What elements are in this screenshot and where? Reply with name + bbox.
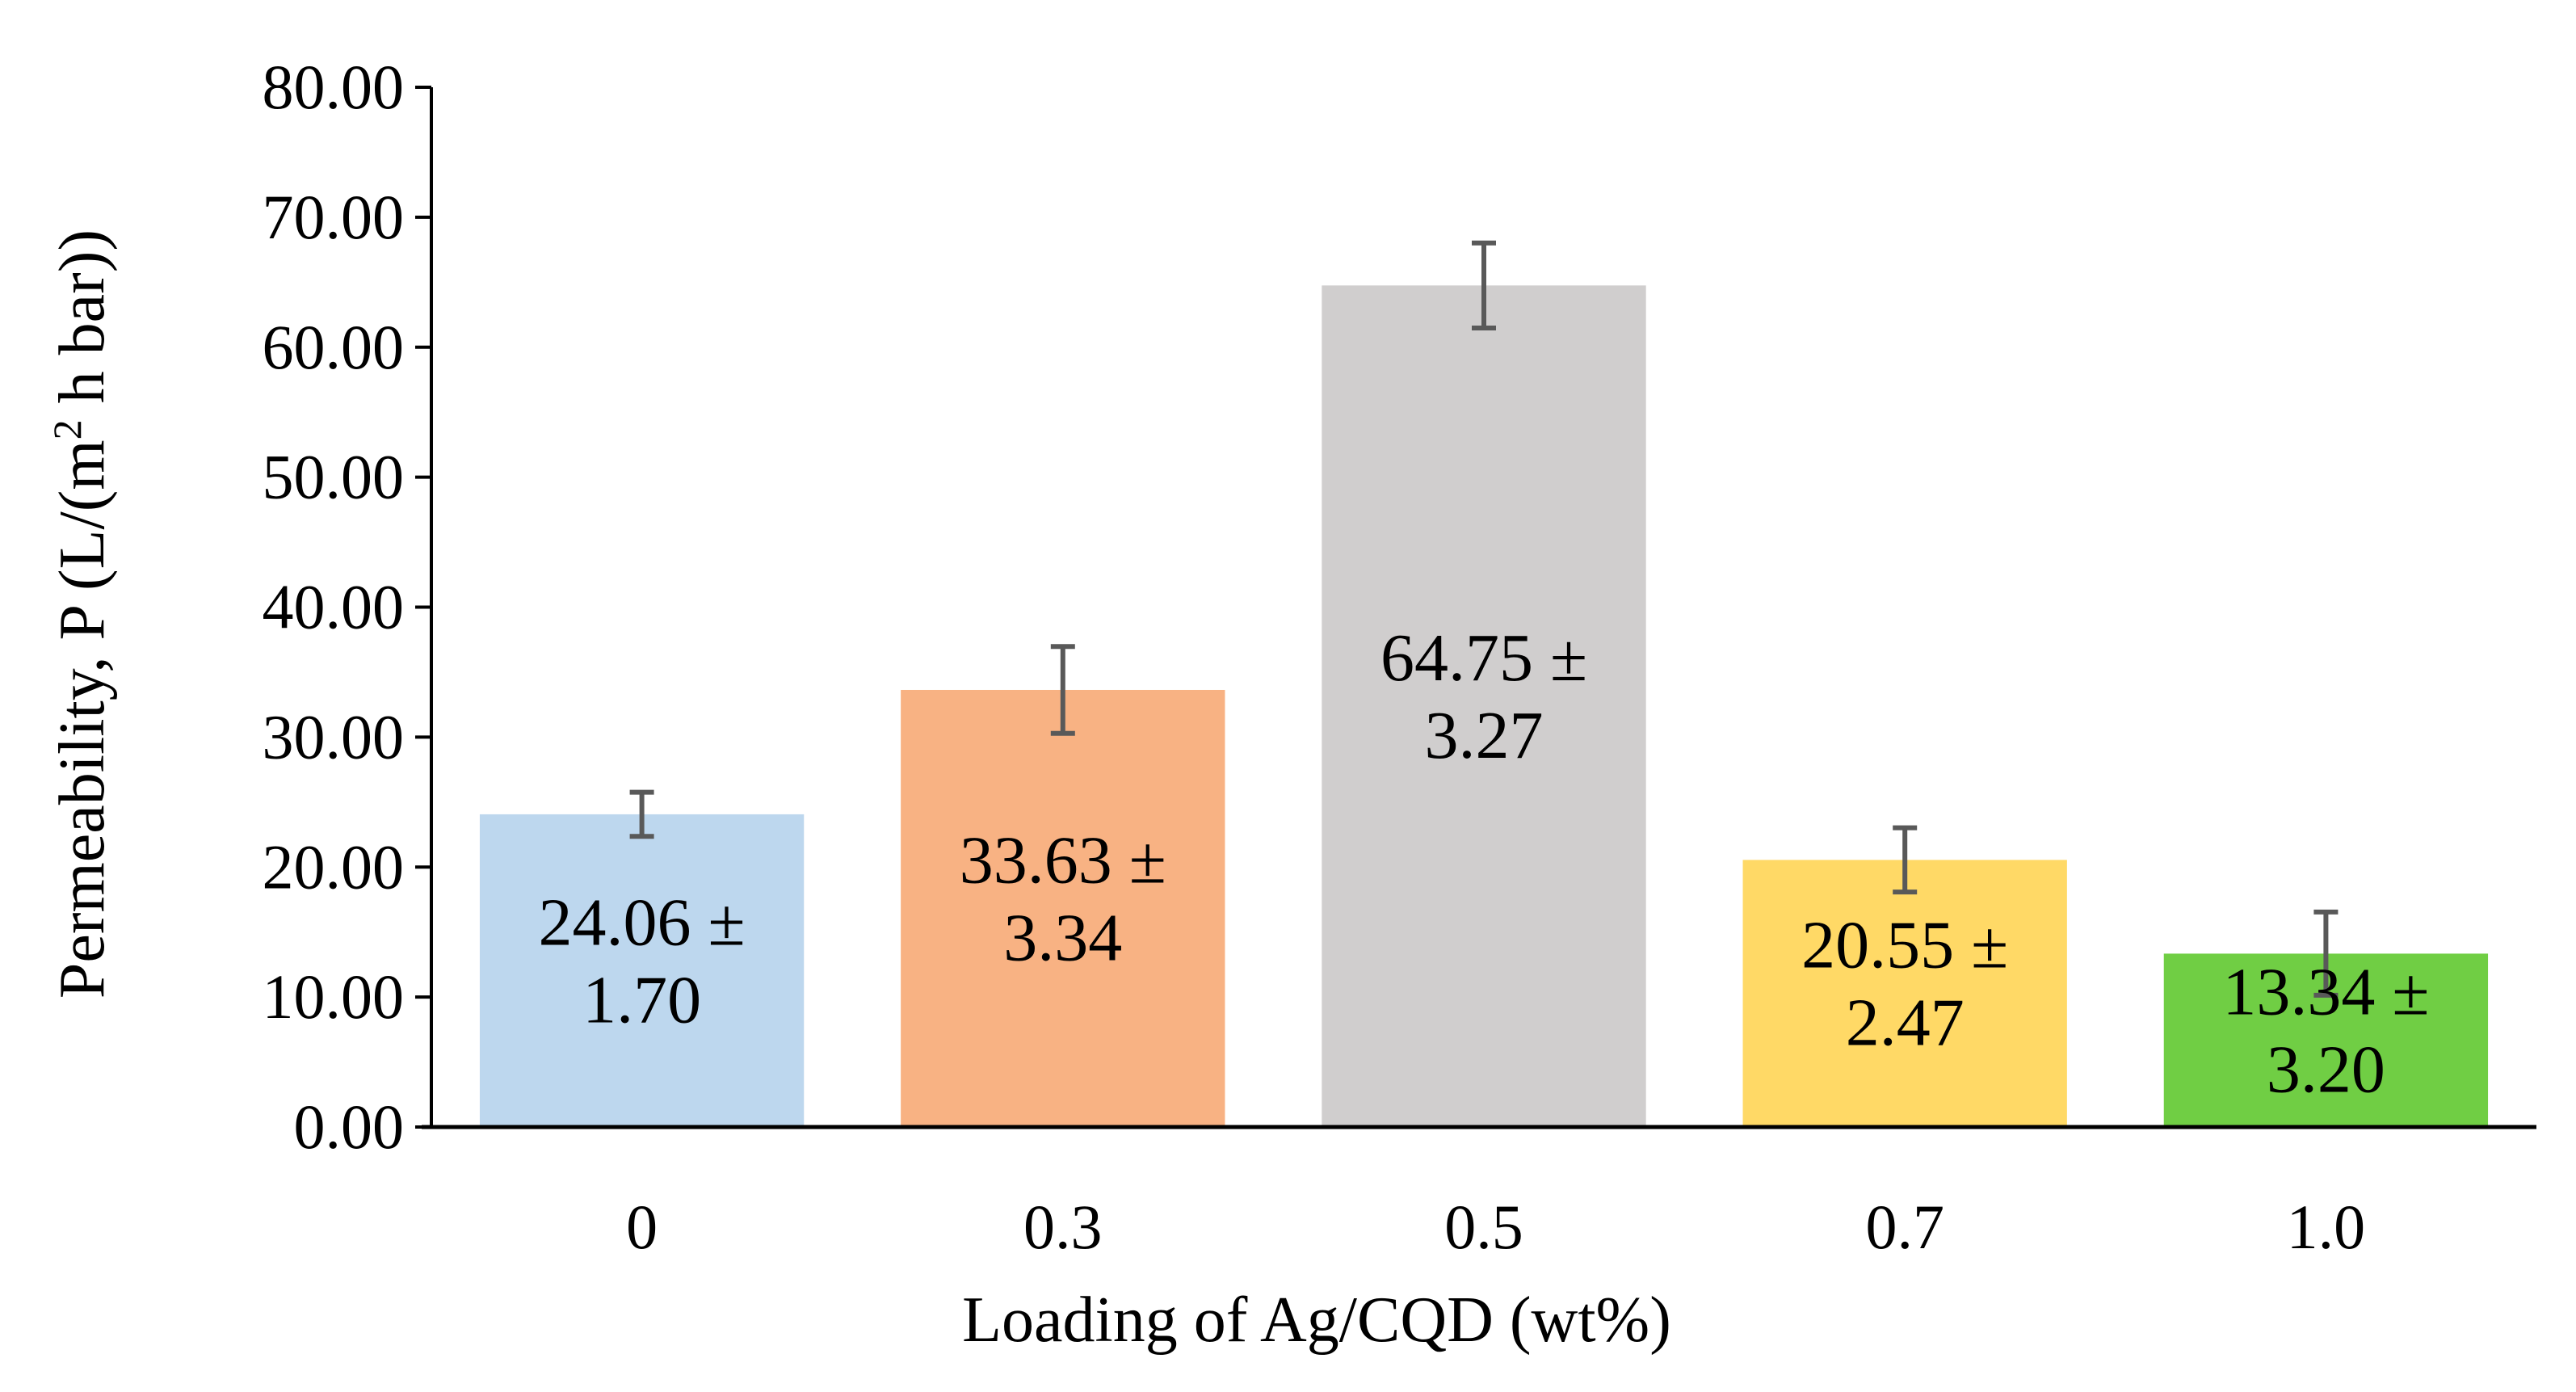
y-axis-title: Permeability, P (L/(m2 h bar)) [44,229,118,999]
error-bar-0.5 [1472,240,1496,330]
y-tick-label-40.00: 40.00 [263,572,405,642]
bar-0.5 [1322,285,1646,1128]
data-label-0.5-line1: 64.75 ± [1380,620,1587,696]
y-axis-title-superscript: 2 [44,419,90,439]
error-bars-layer [629,240,2339,998]
bar-0.3 [901,689,1225,1127]
x-tick-label-0.3: 0.3 [1023,1192,1103,1262]
bar-0.7 [1742,860,2067,1127]
y-axis-title-prefix: Permeability, P (L/(m [47,439,118,999]
y-tick-label-10.00: 10.00 [263,961,405,1032]
data-label-0-line1: 24.06 ± [539,885,746,960]
y-tick-label-70.00: 70.00 [263,182,405,252]
data-label-0.5-line2: 3.27 [1425,698,1544,773]
data-label-0.7-line1: 20.55 ± [1801,908,2008,983]
x-tick-label-1.0: 1.0 [2287,1192,2366,1262]
x-axis-title: Loading of Ag/CQD (wt%) [962,1285,1671,1356]
axes-layer: 0 0.3 0.5 0.7 1.0 0.00 10.00 20.00 30.00 40.00 50.… [263,52,2536,1262]
error-bar-0.7 [1893,825,1918,895]
axis-titles-layer: Loading of Ag/CQD (wt%) Permeability, P … [44,229,1671,1356]
data-label-0.7-line2: 2.47 [1846,986,1965,1061]
y-tick-label-60.00: 60.00 [263,312,405,382]
data-label-0-line2: 1.70 [582,962,701,1037]
y-tick-label-30.00: 30.00 [263,701,405,772]
y-axis-title-suffix: h bar)) [47,229,118,419]
error-bar-1.0 [2313,909,2339,998]
bars-layer [479,285,2489,1128]
y-tick-label-50.00: 50.00 [263,442,405,512]
error-bar-0 [629,789,654,839]
data-label-0.3-line2: 3.34 [1003,900,1122,975]
x-tick-label-0: 0 [626,1192,658,1262]
data-label-1.0-line2: 3.20 [2267,1032,2385,1108]
data-label-1.0-line1: 13.34 ± [2222,955,2429,1030]
x-tick-label-0.7: 0.7 [1865,1192,1944,1262]
data-label-0.3-line1: 33.63 ± [960,822,1166,898]
bar-0 [479,814,805,1127]
error-bar-0.3 [1050,644,1075,736]
x-tick-label-0.5: 0.5 [1444,1192,1523,1262]
y-tick-label-20.00: 20.00 [263,831,405,902]
data-labels-layer: 24.06 ±1.70 33.63 ±3.34 64.75 ±3.27 20.55 ±… [539,620,2430,1108]
y-tick-label-0.00: 0.00 [294,1091,405,1162]
y-tick-label-80.00: 80.00 [263,52,405,122]
